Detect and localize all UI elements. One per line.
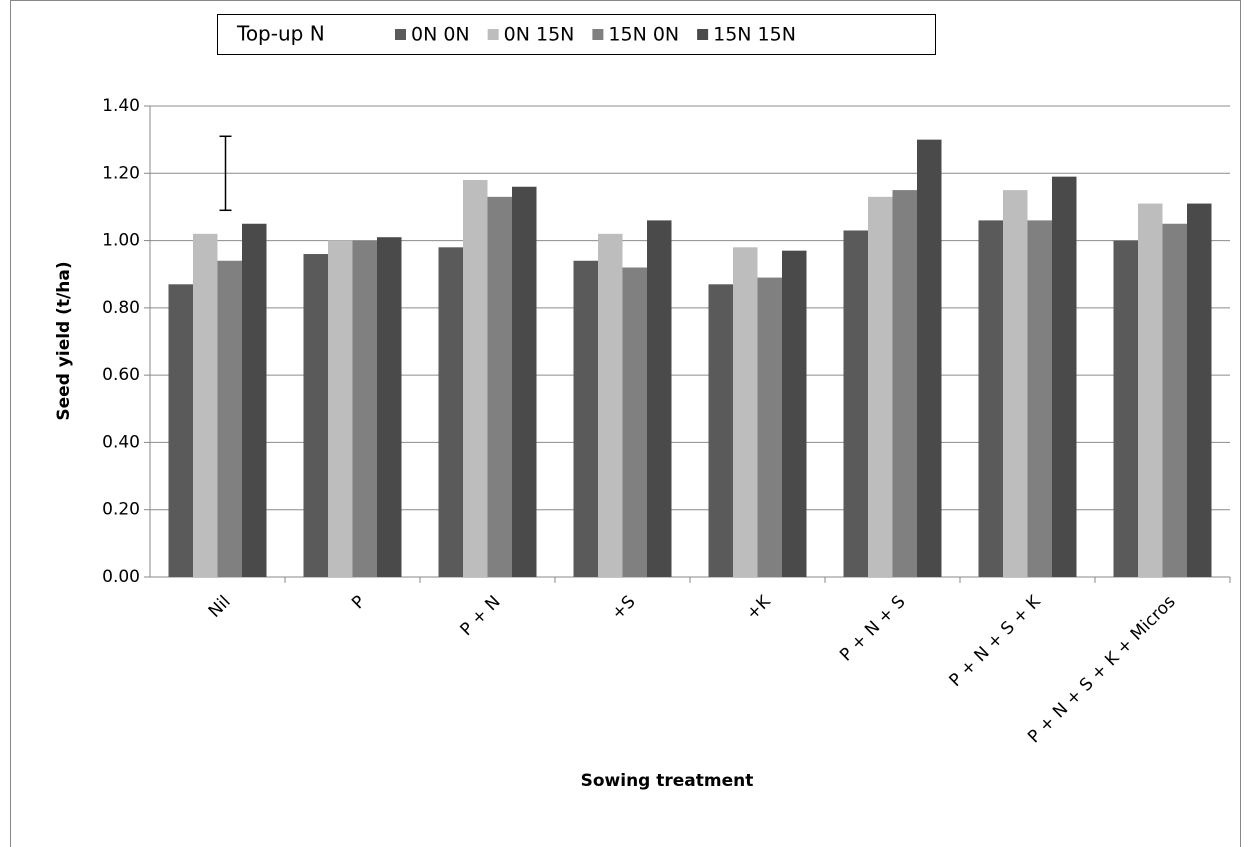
y-tick-label: 1.40 — [102, 96, 140, 116]
x-tick-label: P + N + S + K — [946, 591, 1046, 691]
bar — [733, 247, 758, 578]
x-tick-label: P + N + S + K + Micros — [1024, 592, 1179, 747]
bar — [622, 267, 647, 577]
legend-title: Top-up N — [236, 22, 325, 46]
bar — [978, 220, 1003, 577]
bar — [487, 196, 512, 578]
bar — [573, 260, 598, 577]
x-tick-label: P + N + S — [836, 592, 909, 665]
bar — [303, 254, 328, 577]
bar — [1187, 203, 1212, 578]
bar — [242, 223, 267, 577]
legend-label: 15N 15N — [713, 24, 796, 46]
bar — [328, 240, 353, 578]
bar — [647, 220, 672, 577]
x-axis-title: Sowing treatment — [581, 771, 754, 791]
bar — [917, 139, 942, 577]
x-tick-label: Nil — [205, 592, 235, 622]
bar — [892, 190, 917, 577]
bar — [868, 196, 893, 578]
legend-label: 0N 15N — [504, 24, 575, 46]
y-tick-label: 0.00 — [102, 567, 140, 587]
bar — [1003, 190, 1028, 577]
bar — [843, 230, 868, 577]
legend-label: 0N 0N — [411, 24, 470, 46]
bar — [352, 240, 377, 578]
x-tick-label: +K — [742, 591, 775, 624]
legend-swatch — [395, 29, 406, 40]
bar — [512, 186, 537, 577]
bar — [757, 277, 782, 577]
y-tick-label: 1.00 — [102, 231, 140, 251]
y-axis-title: Seed yield (t/ha) — [54, 261, 74, 420]
bar — [463, 180, 488, 577]
bar — [598, 233, 623, 578]
bar — [1138, 203, 1163, 578]
y-tick-label: 0.40 — [102, 432, 140, 452]
legend-swatch — [592, 29, 604, 40]
chart-border — [10, 0, 1241, 847]
y-tick-label: 1.20 — [102, 163, 140, 183]
x-tick-label: +S — [608, 592, 640, 624]
bar — [168, 284, 193, 577]
bar — [782, 250, 807, 577]
legend-label: 15N 0N — [608, 24, 679, 46]
legend-swatch — [697, 29, 709, 40]
bar — [438, 247, 463, 578]
bar — [1162, 223, 1187, 577]
bar — [1052, 176, 1077, 577]
bar — [193, 233, 218, 578]
y-tick-label: 0.80 — [102, 298, 140, 318]
y-tick-label: 0.60 — [102, 365, 140, 385]
legend-swatch — [487, 29, 499, 40]
y-tick-label: 0.20 — [102, 500, 140, 520]
x-tick-label: P — [348, 592, 369, 613]
bar — [217, 260, 242, 577]
legend-box — [217, 14, 936, 55]
x-tick-label: P + N — [456, 592, 504, 640]
bar — [1113, 240, 1138, 578]
bar — [1027, 220, 1052, 577]
bar — [708, 284, 733, 577]
bar — [377, 237, 402, 577]
